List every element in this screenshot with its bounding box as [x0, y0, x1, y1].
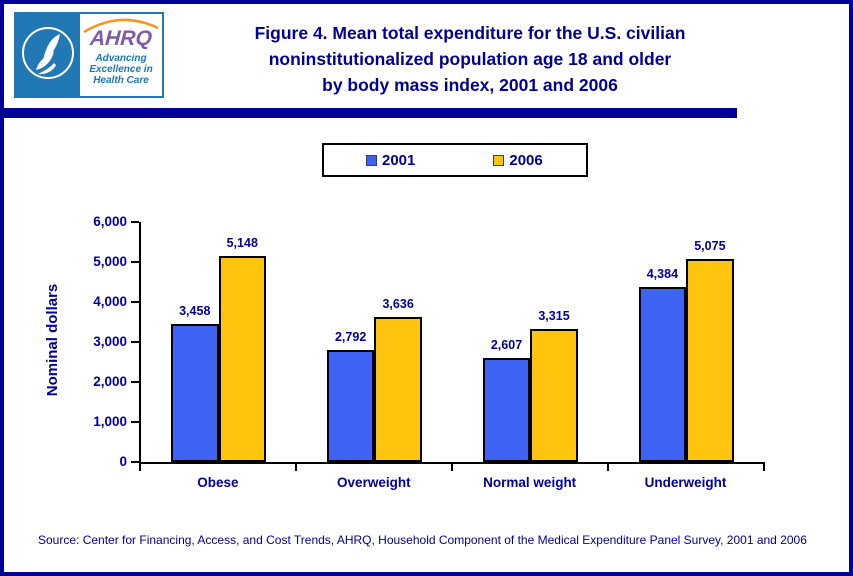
bar-2006-normal-weight — [530, 329, 578, 462]
legend-swatch-2001 — [366, 154, 377, 166]
x-axis-category-label: Underweight — [644, 475, 727, 490]
ahrq-logo: AHRQ Advancing Excellence in Health Care — [14, 12, 164, 98]
y-axis-tick-mark — [131, 341, 139, 343]
legend-label-2001: 2001 — [382, 151, 416, 169]
y-axis-tick-mark — [131, 381, 139, 383]
ahrq-wordmark-panel: AHRQ Advancing Excellence in Health Care — [80, 14, 162, 96]
legend-item-2001: 2001 — [366, 152, 415, 169]
bar-value-label: 4,384 — [646, 266, 679, 281]
x-axis-tick-mark — [762, 462, 765, 471]
x-axis-category-label: Obese — [197, 475, 239, 490]
y-axis-tick-label: 3,000 — [93, 334, 127, 349]
hhs-eagle-seal-icon — [20, 18, 76, 93]
bar-2001-underweight — [638, 286, 687, 462]
bar-2001-overweight — [326, 350, 375, 462]
y-axis-tick-mark — [131, 221, 139, 223]
figure-title: Figure 4. Mean total expenditure for the… — [170, 20, 770, 98]
bar-2001-obese — [171, 323, 219, 462]
figure-title-line: noninstitutionalized population age 18 a… — [268, 49, 672, 69]
bar-value-label: 5,075 — [694, 239, 726, 253]
figure-title-line: by body mass index, 2001 and 2006 — [322, 75, 618, 95]
y-axis-tick-mark — [131, 421, 139, 423]
legend-swatch-2006 — [493, 154, 505, 166]
x-axis-tick-mark — [606, 462, 609, 471]
y-axis-tick-mark — [131, 461, 139, 463]
bar-2006-underweight — [686, 259, 734, 462]
y-axis-tick-label: 1,000 — [93, 414, 127, 429]
bar-value-label: 3,458 — [179, 303, 211, 318]
x-axis-tick-mark — [450, 462, 453, 471]
y-axis-tick-mark — [131, 301, 139, 303]
ahrq-tagline: Advancing Excellence in Health Care — [89, 53, 152, 86]
source-note: Source: Center for Financing, Access, an… — [38, 533, 807, 547]
figure-title-line: Figure 4. Mean total expenditure for the… — [254, 23, 686, 43]
bar-value-label: 2,792 — [334, 330, 367, 345]
legend-label-2006: 2006 — [509, 151, 543, 169]
bar-2001-normal-weight — [482, 357, 531, 462]
tagline-line: Advancing — [95, 53, 147, 64]
hhs-seal-panel — [16, 14, 80, 96]
y-axis-tick-mark — [131, 261, 139, 263]
x-axis-category-label: Overweight — [337, 475, 411, 490]
bar-2006-obese — [218, 256, 266, 462]
x-axis-category-label: Normal weight — [483, 475, 577, 490]
tagline-line: Excellence in — [89, 64, 153, 75]
y-axis-line — [139, 222, 141, 464]
x-axis-tick-mark — [294, 462, 297, 471]
x-axis-tick-mark — [139, 462, 141, 471]
y-axis-tick-label: 2,000 — [93, 374, 127, 389]
bar-value-label: 3,315 — [538, 309, 570, 324]
tagline-line: Health Care — [93, 75, 149, 86]
legend-item-2006: 2006 — [493, 151, 543, 169]
bar-value-label: 3,636 — [382, 296, 414, 311]
bar-value-label: 5,148 — [226, 236, 258, 251]
header-divider-rule — [0, 108, 737, 118]
y-axis-tick-label: 6,000 — [93, 214, 127, 229]
chart-legend: 2001 2006 — [322, 143, 588, 177]
y-axis-tick-label: 0 — [119, 454, 127, 469]
ahrq-arc-icon — [82, 16, 160, 34]
bar-2006-overweight — [374, 316, 422, 462]
bar-value-label: 2,607 — [490, 337, 523, 352]
y-axis-tick-label: 4,000 — [93, 294, 127, 309]
y-axis-tick-label: 5,000 — [93, 254, 127, 269]
